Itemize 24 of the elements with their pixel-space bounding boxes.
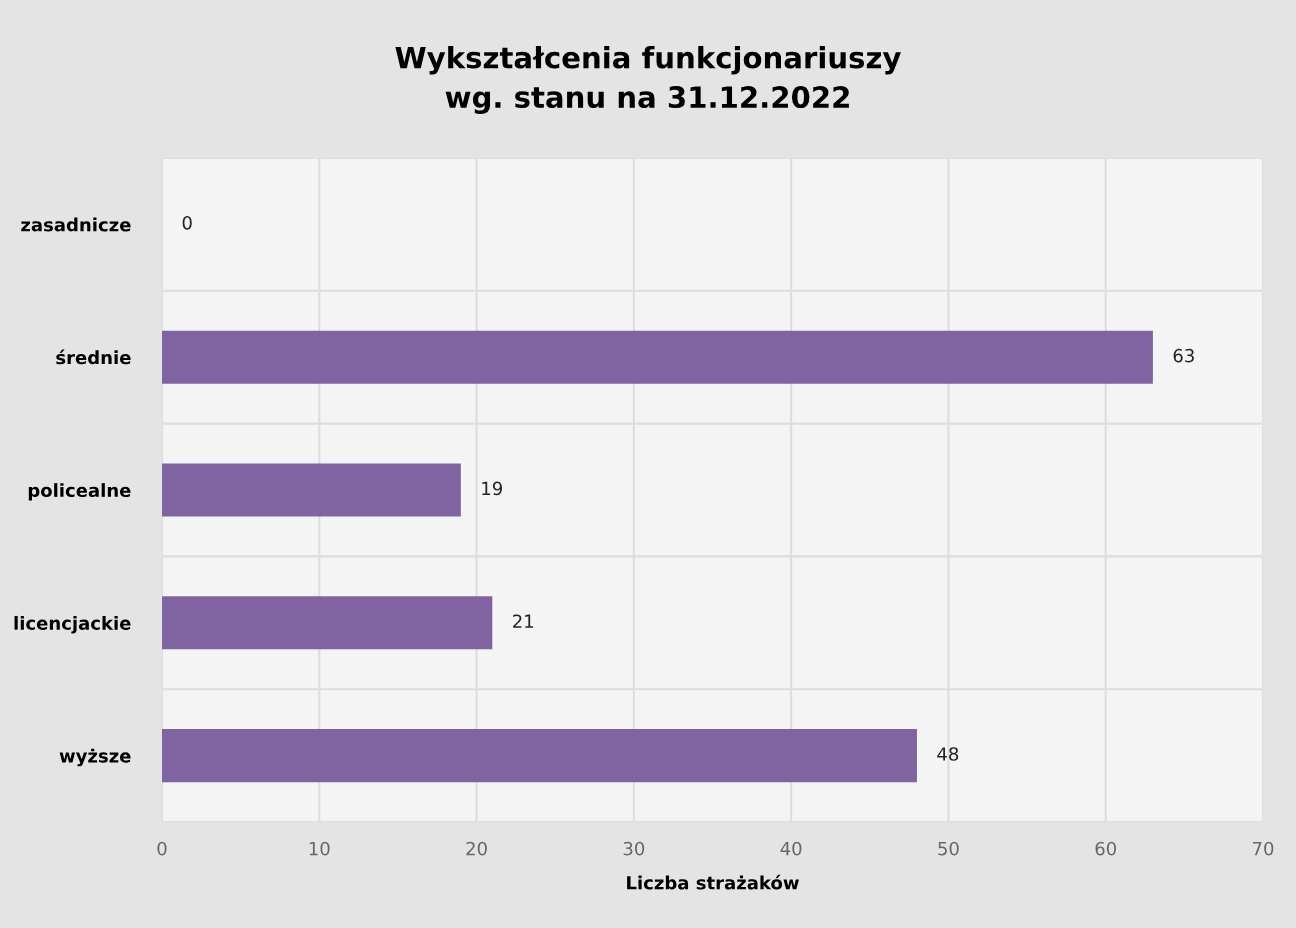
x-tick-label: 60 — [1095, 841, 1116, 856]
x-tick-label: 20 — [466, 841, 487, 856]
x-tick-label: 40 — [780, 841, 802, 856]
data-label: 19 — [482, 481, 502, 496]
x-tick-label: 30 — [623, 841, 645, 856]
y-tick-label: zasadnicze — [21, 217, 131, 232]
x-tick-label: 10 — [309, 841, 330, 856]
data-label: 0 — [182, 215, 192, 230]
data-label: 21 — [513, 614, 534, 628]
data-label: 63 — [1173, 348, 1194, 363]
bar — [162, 330, 1153, 384]
bar — [162, 596, 493, 650]
x-tick-label: 50 — [938, 841, 959, 856]
y-tick-label: wyższe — [59, 748, 131, 767]
chart-title: Wykształcenia funkcjonariuszy wg. stanu na 31.12.2022 — [395, 46, 901, 114]
x-axis-title: Liczba strażaków — [627, 874, 799, 890]
x-tick-label: 0 — [157, 841, 167, 856]
y-tick-label: policealne — [28, 483, 131, 501]
bar — [162, 463, 461, 517]
data-label: 48 — [937, 747, 959, 761]
y-tick-label: licencjackie — [14, 615, 131, 634]
x-tick-label: 70 — [1252, 841, 1274, 856]
y-tick-label: średnie — [56, 349, 131, 365]
bar — [162, 729, 917, 783]
